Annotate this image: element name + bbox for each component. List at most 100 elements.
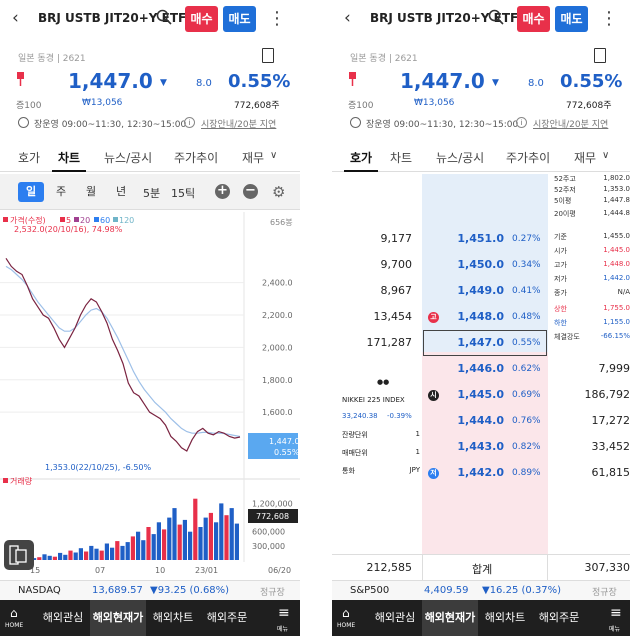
bid-row[interactable]: 저 1,442.0 0.89% 61,815 — [332, 460, 630, 486]
sell-button[interactable]: 매도 — [555, 6, 588, 32]
more-vertical-icon[interactable]: ⋮ — [268, 8, 286, 29]
nav-chart[interactable]: 해외차트 — [484, 611, 526, 624]
menu-button[interactable]: ≡ 메뉴 — [277, 605, 290, 633]
index-name: S&P500 — [350, 585, 390, 596]
document-icon[interactable] — [262, 48, 274, 63]
market-info-link[interactable]: 시장안내/20분 지연 — [201, 120, 277, 130]
sell-button[interactable]: 매도 — [223, 6, 256, 32]
max-annotation: 2,532.0(20/10/16), 74.98% — [14, 225, 123, 234]
period-month[interactable]: 월 — [85, 185, 97, 198]
period-week[interactable]: 주 — [55, 185, 67, 198]
gear-icon[interactable]: ⚙ — [272, 183, 286, 201]
info-row: 통화 JPY — [342, 466, 420, 475]
volume: 772,608주 — [234, 101, 280, 111]
ask-row-current[interactable]: 171,287 1,447.0 0.55% — [332, 330, 630, 356]
total-label: 합계 — [472, 563, 493, 576]
tab-finance[interactable]: 재무 — [574, 151, 597, 165]
info-icon[interactable]: i — [516, 117, 527, 128]
ask-total: 212,585 — [366, 561, 413, 574]
bid-row[interactable]: 1,444.0 0.76% 17,272 — [457, 414, 630, 427]
bid-row[interactable]: 시 1,445.0 0.69% 186,792 — [332, 382, 630, 408]
buy-button[interactable]: 매수 — [517, 6, 550, 32]
tab-finance[interactable]: 재무 — [242, 151, 265, 165]
volume-bar — [188, 531, 193, 560]
bid-row[interactable]: 1,443.0 0.82% 33,452 — [457, 440, 630, 453]
period-day[interactable]: 일 — [18, 182, 44, 202]
ask-row[interactable]: 8,967 1,449.0 0.41% — [380, 284, 541, 297]
chevron-down-icon[interactable]: ∨ — [602, 150, 610, 161]
period-year[interactable]: 년 — [115, 185, 127, 198]
search-icon[interactable] — [156, 9, 172, 25]
ask-row[interactable]: 13,454 고 1,448.0 0.48% — [373, 310, 541, 323]
x-axis-label: 06/20 — [268, 566, 291, 575]
nav-current-price[interactable]: 해외현재가 — [422, 600, 478, 636]
exchange-code: 일본 동경 | 2621 — [350, 54, 418, 64]
volume-bar — [58, 552, 63, 560]
search-icon[interactable] — [488, 9, 504, 25]
tab-news[interactable]: 뉴스/공시 — [436, 151, 485, 165]
menu-button[interactable]: ≡ 메뉴 — [609, 605, 622, 633]
price-chart[interactable]: 2,400.0 2,200.0 2,000.0 1,800.0 1,600.0 1,20… — [0, 212, 300, 580]
exchange-code: 일본 동경 | 2621 — [18, 54, 86, 64]
nikkei-pct: -0.39% — [387, 412, 412, 420]
tab-bar: 호가 차트 뉴스/공시 주가추이 재무 ∨ — [332, 140, 630, 172]
index-ticker[interactable]: NASDAQ 13,689.57 ▼93.25 (0.68%) 정규장 — [0, 580, 300, 600]
volume-bar — [42, 554, 47, 560]
back-arrow-icon[interactable]: ‹ — [344, 8, 351, 28]
currency-label: 증100 — [348, 101, 374, 111]
index-name: NASDAQ — [18, 585, 61, 596]
nav-order[interactable]: 해외주문 — [538, 611, 580, 624]
volume-bar — [110, 547, 115, 560]
open-marker-icon: 시 — [428, 390, 439, 401]
nikkei-label: NIKKEI 225 INDEX — [342, 396, 405, 404]
volume-current-value: 772,608 — [256, 512, 289, 521]
back-arrow-icon[interactable]: ‹ — [12, 8, 19, 28]
currency-label: 증100 — [16, 101, 42, 111]
tab-bar: 호가 차트 뉴스/공시 주가추이 재무 ∨ — [0, 140, 300, 172]
tab-price-trend[interactable]: 주가추이 — [174, 151, 219, 165]
tab-orderbook[interactable]: 호가 — [350, 151, 373, 165]
tab-news[interactable]: 뉴스/공시 — [104, 151, 153, 165]
active-tab-indicator — [52, 170, 86, 172]
home-button[interactable]: ⌂ HOME — [337, 606, 356, 629]
tab-chart[interactable]: 차트 — [58, 151, 81, 165]
nav-watchlist[interactable]: 해외관심 — [374, 611, 416, 624]
ask-row[interactable]: 9,700 1,450.0 0.34% — [380, 258, 541, 271]
buy-button[interactable]: 매수 — [185, 6, 218, 32]
tab-chart[interactable]: 차트 — [390, 151, 413, 165]
more-vertical-icon[interactable]: ⋮ — [600, 8, 618, 29]
info-icon[interactable]: i — [184, 117, 195, 128]
interval-selector[interactable]: 5분 — [143, 187, 161, 200]
volume-bar — [63, 554, 68, 560]
ask-row[interactable]: 9,177 1,451.0 0.27% — [380, 232, 541, 245]
low-marker-icon: 저 — [428, 468, 439, 479]
volume-current-tag — [248, 509, 298, 523]
home-button[interactable]: ⌂ HOME — [5, 606, 24, 629]
tab-price-trend[interactable]: 주가추이 — [506, 151, 551, 165]
price-legend-swatch — [3, 217, 8, 222]
active-tab-indicator — [344, 170, 378, 172]
nav-order[interactable]: 해외주문 — [206, 611, 248, 624]
volume-axis-tick: 300,000 — [252, 542, 285, 551]
nav-chart[interactable]: 해외차트 — [152, 611, 194, 624]
bid-row[interactable]: 1,446.0 0.62% 7,999 — [457, 362, 630, 375]
volume-bar — [208, 512, 213, 560]
zoom-out-icon[interactable]: − — [243, 184, 258, 199]
volume-bar — [52, 556, 57, 560]
volume-bar — [146, 527, 151, 560]
zoom-in-icon[interactable]: + — [215, 184, 230, 199]
volume-bar — [224, 515, 229, 560]
volume-bar — [130, 536, 135, 560]
bottom-nav: ⌂ HOME 해외관심 해외현재가 해외차트 해외주문 ≡ 메뉴 — [332, 600, 630, 636]
volume-bar — [37, 557, 42, 560]
nav-watchlist[interactable]: 해외관심 — [42, 611, 84, 624]
tab-orderbook[interactable]: 호가 — [18, 151, 41, 165]
tick-selector[interactable]: 15틱 — [171, 187, 196, 200]
menu-icon: ≡ — [610, 605, 622, 621]
chevron-down-icon[interactable]: ∨ — [270, 150, 278, 161]
index-ticker[interactable]: S&P500 4,409.59 ▼16.25 (0.37%) 정규장 — [332, 580, 630, 600]
nav-current-price[interactable]: 해외현재가 — [90, 600, 146, 636]
document-icon[interactable] — [594, 48, 606, 63]
market-info-link[interactable]: 시장안내/20분 지연 — [533, 120, 609, 130]
current-price-tag-pct: 0.55% — [274, 448, 300, 457]
